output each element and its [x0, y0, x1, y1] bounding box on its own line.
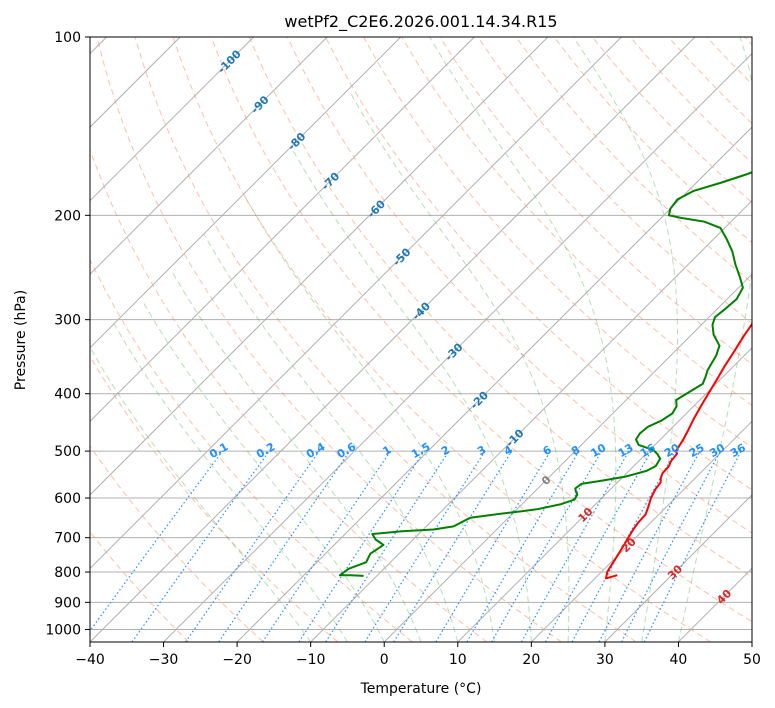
y-tick-label: 400 [54, 387, 81, 403]
mixing-ratio-line [393, 450, 513, 642]
dry-adiabat [90, 355, 339, 642]
chart-title: wetPf2_C2E6.2026.001.14.34.R15 [284, 12, 557, 32]
x-axis-label: Temperature (°C) [360, 681, 482, 697]
isotherm-line [90, 37, 255, 202]
dry-adiabat [90, 445, 264, 642]
x-tick-label: 40 [670, 652, 688, 668]
dry-adiabat [286, 37, 752, 534]
mixing-ratio-line [131, 450, 270, 642]
x-tick-label: −40 [75, 652, 105, 668]
y-tick-label: 200 [54, 208, 81, 224]
moist-adiabat [142, 301, 385, 642]
y-tick-label: 300 [54, 313, 81, 329]
isotherm-line [90, 37, 402, 349]
temperature-line [605, 322, 752, 580]
isotherm-line [604, 494, 752, 642]
x-tick-label: 0 [380, 652, 389, 668]
y-tick-label: 100 [54, 30, 81, 46]
moist-adiabat [243, 195, 496, 642]
y-axis-label: Pressure (hPa) [13, 290, 29, 390]
x-tick-label: 20 [522, 652, 540, 668]
mixing-ratio-line [325, 450, 450, 642]
moist-adiabat [172, 272, 422, 642]
y-tick-label: 1000 [45, 622, 81, 638]
x-tick-label: 10 [449, 652, 467, 668]
background-lines [90, 37, 752, 642]
isotherm-line [90, 37, 696, 642]
isotherm-line [236, 126, 752, 642]
moist-adiabat [350, 94, 570, 642]
y-tick-label: 500 [54, 444, 81, 460]
dry-adiabat [90, 258, 413, 642]
y-tick-label: 600 [54, 491, 81, 507]
isotherm-line [383, 273, 752, 642]
moist-adiabat [203, 233, 459, 642]
x-tick-label: 50 [743, 652, 761, 668]
y-axis: 100 200 300 400 500 600 700 800 900 1000 [45, 30, 90, 638]
isotherm-line [457, 347, 752, 642]
isotherm-line [90, 37, 622, 570]
mixing-ratio-line [545, 450, 652, 642]
mixing-ratio-line [90, 450, 223, 632]
dry-adiabat [248, 37, 752, 578]
moist-adiabat [677, 37, 752, 642]
x-tick-label: 30 [596, 652, 614, 668]
y-tick-label: 700 [54, 531, 81, 547]
moist-adiabat [429, 37, 617, 642]
mixing-ratio-line [261, 450, 391, 642]
isotherm-line [163, 52, 752, 642]
x-tick-label: −20 [222, 652, 252, 668]
isotherm-line [90, 37, 549, 496]
moist-adiabat [90, 347, 312, 642]
dry-adiabat [134, 37, 637, 642]
moist-adiabat [573, 37, 678, 642]
profile-lines [338, 171, 752, 580]
y-tick-label: 900 [54, 595, 81, 611]
x-tick-label: −10 [296, 652, 326, 668]
isotherm-line [530, 420, 752, 642]
mixing-ratio-line [520, 450, 630, 642]
dewpoint-line [338, 171, 752, 577]
dry-adiabat [325, 37, 752, 491]
mixing-ratio-line [643, 450, 742, 642]
x-axis: −40 −30 −20 −10 0 10 20 30 40 50 [75, 642, 761, 668]
mixing-ratio-line [185, 450, 320, 642]
y-tick-label: 800 [54, 565, 81, 581]
moist-adiabat [292, 149, 532, 642]
x-tick-label: −30 [149, 652, 179, 668]
mixing-ratio-line [218, 450, 351, 642]
dry-adiabat [96, 37, 562, 642]
isotherm-line [90, 37, 475, 423]
dry-adiabat [210, 37, 752, 623]
dry-adiabat [172, 37, 712, 642]
plot-frame [89, 36, 753, 643]
isotherm-line [90, 37, 328, 275]
isotherm-line [310, 199, 752, 642]
mixing-ratio-line [298, 450, 425, 642]
